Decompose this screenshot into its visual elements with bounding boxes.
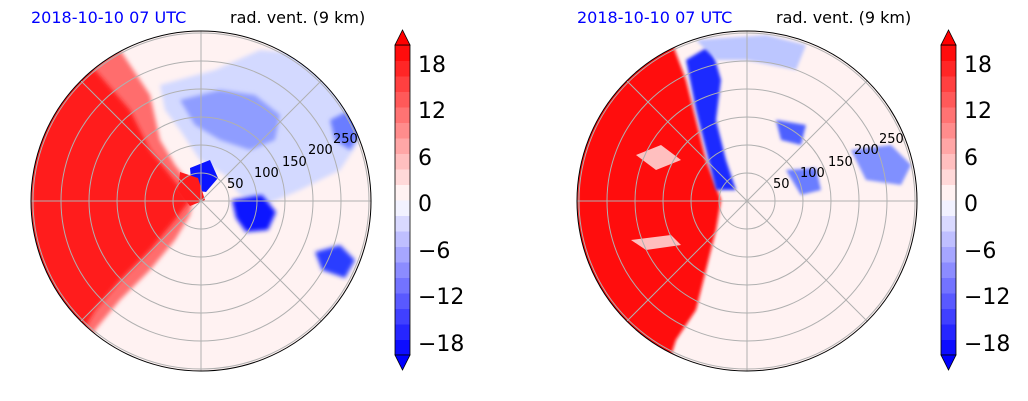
colorbar-band [395,60,410,77]
colorbar-band [395,277,410,294]
colorbar-band [395,138,410,154]
panel-title-date: 2018-10-10 07 UTC [31,8,187,27]
colorbar-tick-12: 12 [418,99,446,124]
colorbar-band [941,76,956,92]
colorbar-extend-max [394,29,411,46]
colorbar-band [395,153,410,170]
colorbar-extend-min [394,354,411,371]
radial-tick-100: 100 [254,166,279,181]
colorbar-band [941,277,956,294]
radial-tick-50: 50 [227,177,244,192]
colorbar-band [941,200,956,216]
colorbar-band [941,231,956,247]
plot-boundary [30,30,372,372]
colorbar-band [941,60,956,77]
colorbar-tick-minus-6: −6 [418,239,450,264]
colorbar-band [395,262,410,278]
colorbar-band [395,107,410,123]
colorbar-band [941,107,956,123]
colorbar-band [395,308,410,325]
colorbar-band [941,308,956,325]
grid-rings [31,31,371,371]
colorbar-tick-minus-6: −6 [964,239,996,264]
radial-tick-50: 50 [773,177,790,192]
colorbar-band [941,184,956,201]
radial-tick-100: 100 [800,166,825,181]
colorbar-band [395,76,410,92]
radial-tick-200: 200 [308,143,333,158]
polar-plot: 50 100 150 200 250 18 12 6 0 −6 −12 −18 [30,29,464,372]
polar-plot: 50 100 150 200 250 18 12 6 0 −6 −12 −18 [576,29,1010,372]
colorbar-tick-18: 18 [964,53,992,78]
colorbar-band [395,45,410,61]
colorbar-band [395,215,410,232]
colorbar-band [395,184,410,201]
colorbar-extend-min [940,354,957,371]
plot-boundary [576,30,918,372]
colorbar-band [395,324,410,340]
colorbar-tick-minus-12: −12 [964,285,1010,310]
colorbar-extend-max [940,29,957,46]
radial-tick-150: 150 [828,155,853,170]
colorbar-band [395,293,410,309]
colorbar-tick-12: 12 [964,99,992,124]
colorbar-band [941,215,956,232]
colorbar-tick-minus-18: −18 [964,332,1010,357]
colorbar-tick-labels: 18 12 6 0 −6 −12 −18 [964,53,1010,357]
colorbar-tick-6: 6 [418,146,432,171]
radar-panel-right: 2018-10-10 07 UTC rad. vent. (9 km) [546,0,1028,401]
radial-tick-200: 200 [854,143,879,158]
colorbar-band [395,246,410,263]
colorbar-band [941,324,956,340]
grid-rings [577,31,917,371]
colorbar-band [395,339,410,356]
colorbar-band [941,246,956,263]
colorbar-band [941,169,956,185]
colorbar-band [395,200,410,216]
colorbar [394,29,411,371]
colorbar-tick-minus-18: −18 [418,332,464,357]
colorbar-tick-labels: 18 12 6 0 −6 −12 −18 [418,53,464,357]
colorbar-tick-6: 6 [964,146,978,171]
radial-tick-250: 250 [879,132,904,147]
colorbar-band [941,293,956,309]
colorbar-band [941,339,956,356]
colorbar-band [941,91,956,108]
panel-title-variable: rad. vent. (9 km) [776,8,912,27]
colorbar-band [395,91,410,108]
radar-panel-left: 2018-10-10 07 UTC rad. vent. (9 km) [30,8,464,372]
colorbar-tick-0: 0 [418,192,432,217]
panel-title-variable: rad. vent. (9 km) [230,8,366,27]
colorbar-band [941,153,956,170]
colorbar-band [941,45,956,61]
colorbar-tick-minus-12: −12 [418,285,464,310]
colorbar-band [941,262,956,278]
panel-title-date: 2018-10-10 07 UTC [577,8,733,27]
radial-tick-250: 250 [333,132,358,147]
colorbar-tick-0: 0 [964,192,978,217]
radial-tick-labels: 50 100 150 200 250 [227,132,358,192]
colorbar-band [941,122,956,139]
colorbar-band [395,231,410,247]
colorbar-band [395,122,410,139]
colorbar-band [941,138,956,154]
radial-tick-150: 150 [282,155,307,170]
radial-tick-labels: 50 100 150 200 250 [773,132,904,192]
colorbar-tick-18: 18 [418,53,446,78]
colorbar-band [395,169,410,185]
colorbar [940,29,957,371]
